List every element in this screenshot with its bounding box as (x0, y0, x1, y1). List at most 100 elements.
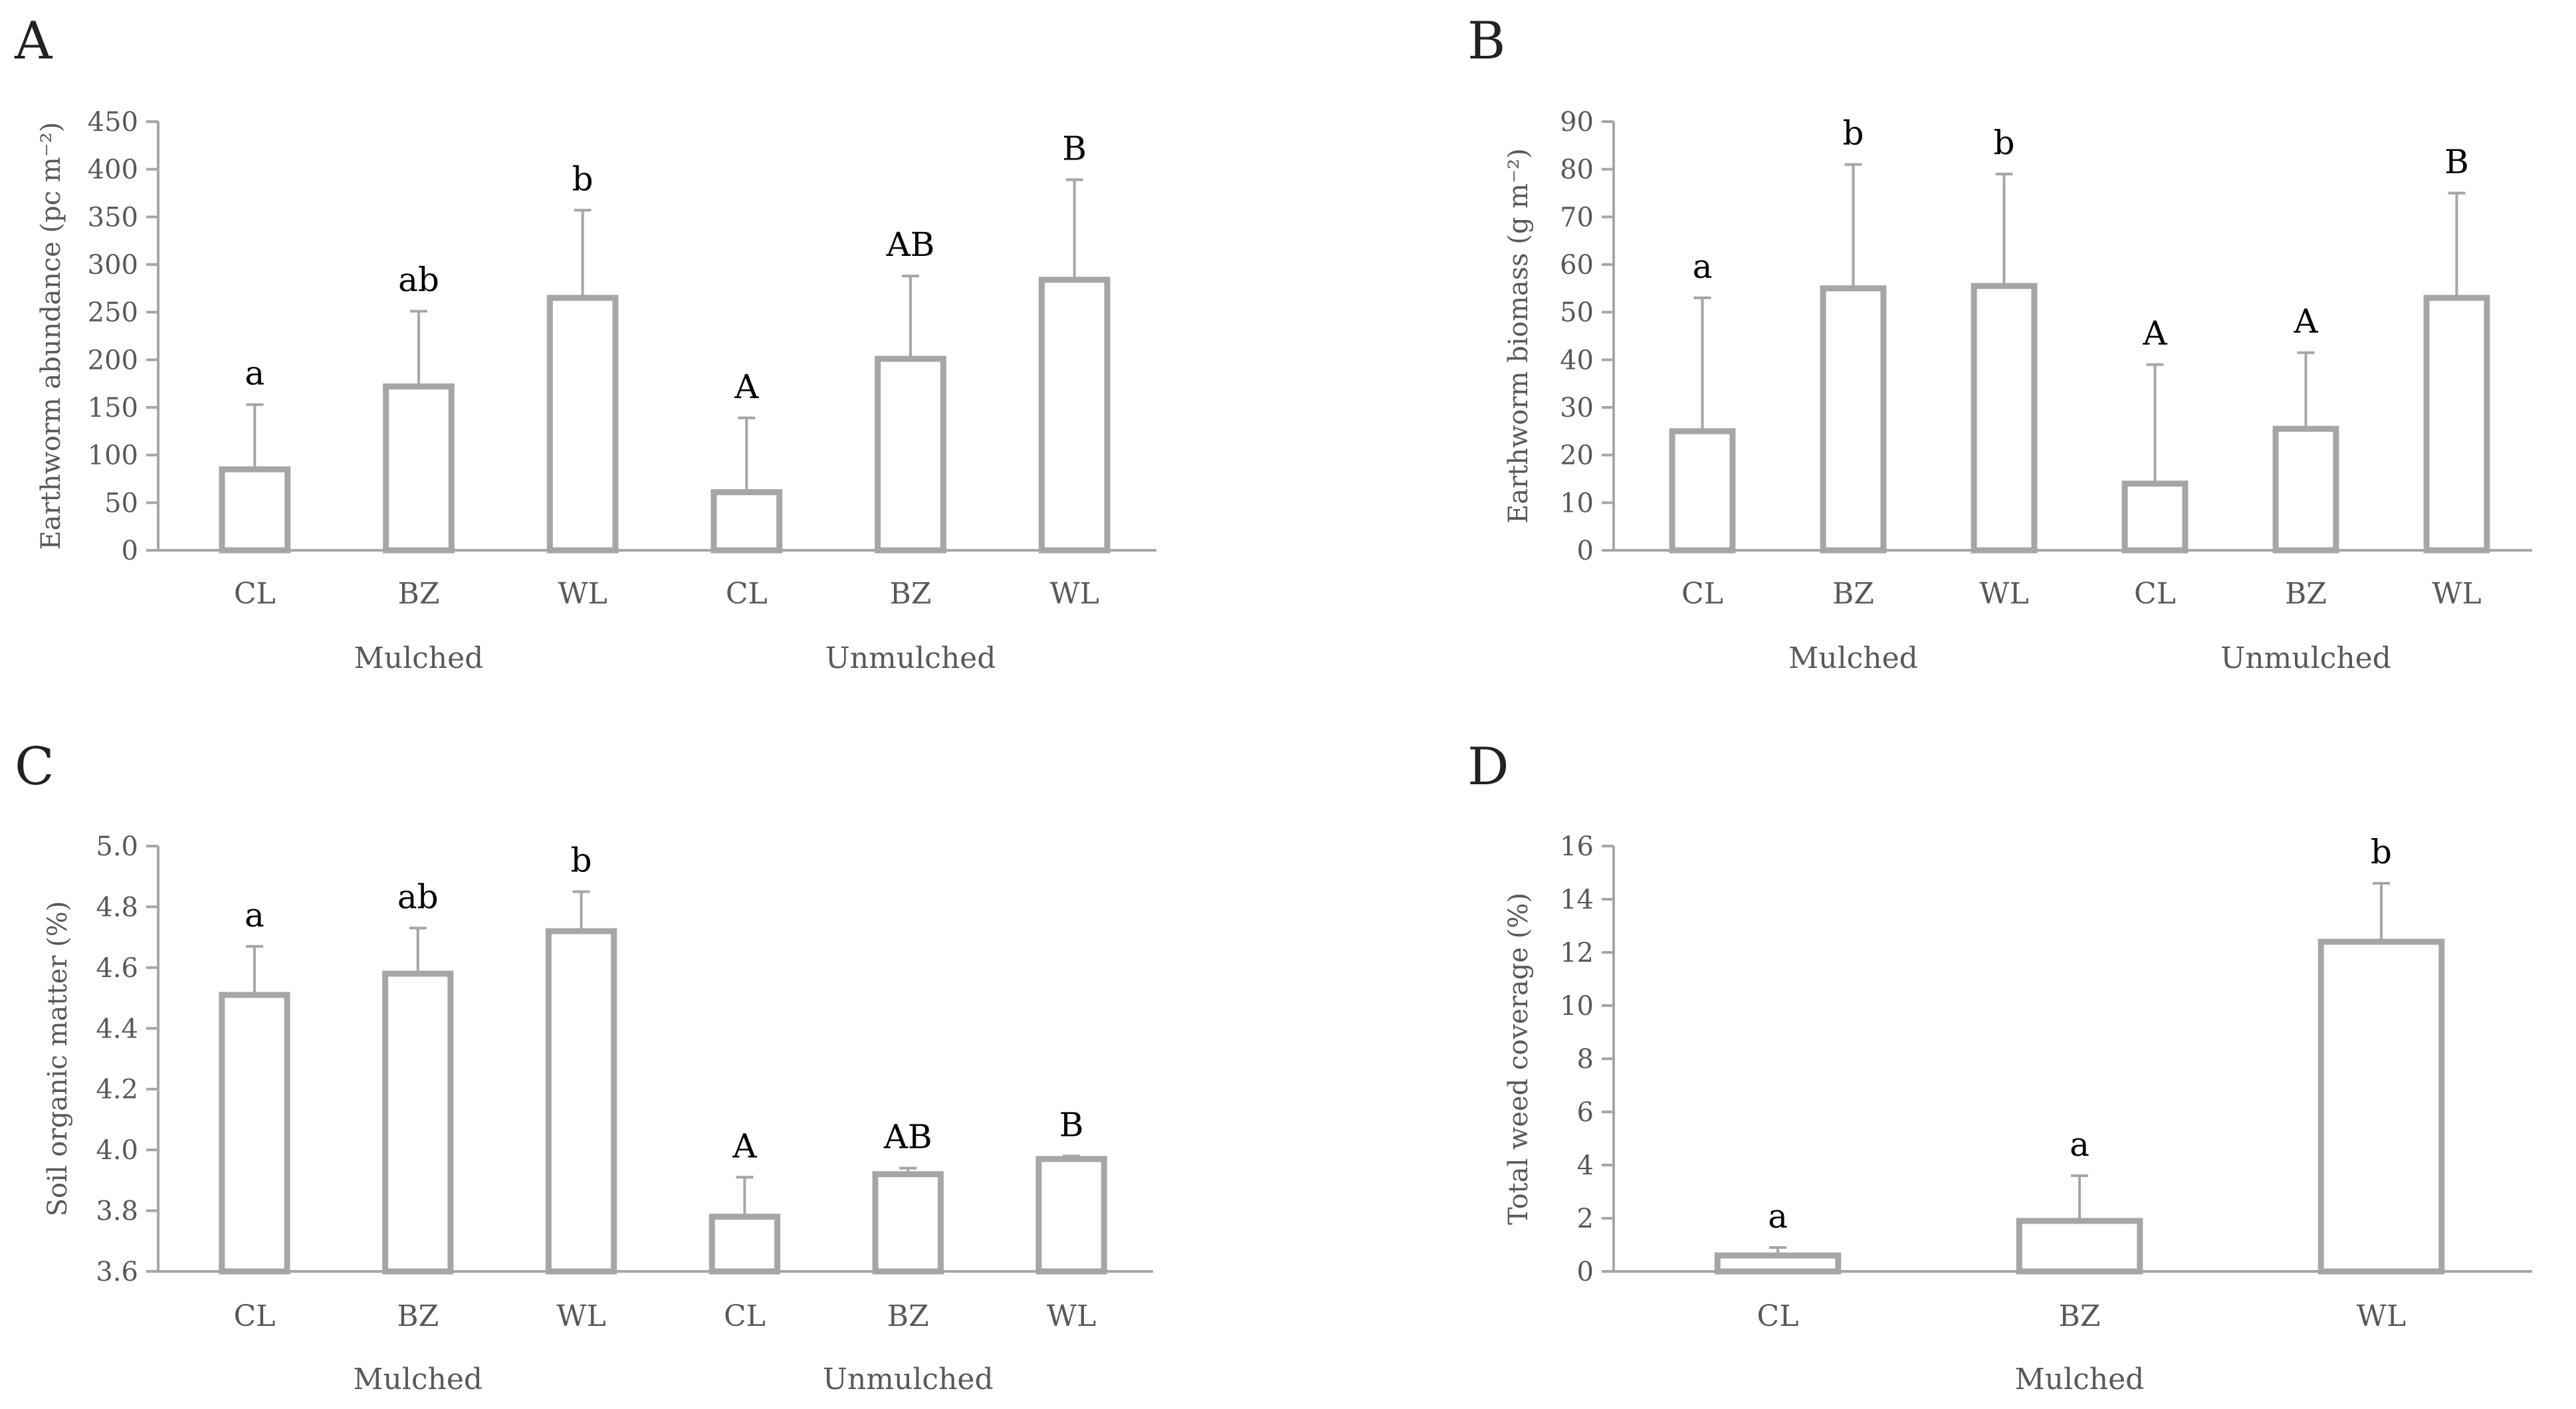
panel-b: B 0 10 20 30 40 50 60 70 80 90 Earthworm biomass (g… (1467, 11, 2532, 675)
y-tick-label: 250 (88, 298, 138, 328)
panel-letter: D (1467, 737, 1509, 797)
bar-bz (382, 970, 454, 1275)
y-axis-title: Earthworm biomass (g m⁻²) (1503, 148, 1534, 524)
x-tick-label: WL (2432, 577, 2481, 611)
x-tick-label: CL (1681, 577, 1723, 611)
bar-bz (1820, 285, 1887, 554)
significance-letter: b (572, 160, 593, 198)
y-tick-label: 10 (1560, 991, 1594, 1022)
y-tick-label: 50 (104, 488, 138, 518)
y-tick-label: 200 (88, 345, 138, 376)
x-tick-label: WL (1049, 577, 1099, 611)
x-tick-label: WL (2357, 1299, 2406, 1333)
x-tick-label: BZ (890, 577, 932, 611)
significance-letter: A (2142, 314, 2167, 353)
group-label: Mulched (1788, 641, 1918, 675)
y-axis-title: Earthworm abundance (pc m⁻²) (36, 122, 66, 550)
significance-letter: AB (886, 225, 935, 264)
x-tick-label: WL (556, 1299, 605, 1333)
x-tick-label: BZ (398, 577, 440, 611)
bar-bz (875, 356, 946, 554)
y-tick-label: 3.8 (96, 1196, 138, 1227)
y-tick-label: 14 (1560, 885, 1594, 915)
y-tick-label: 300 (88, 250, 138, 280)
x-tick-label: WL (1047, 1299, 1096, 1333)
y-tick-label: 16 (1560, 831, 1594, 862)
y-tick-label: 4.8 (96, 892, 138, 922)
significance-letter: ab (398, 261, 439, 299)
y-tick-label: 8 (1577, 1044, 1594, 1075)
bar-wl (2423, 294, 2490, 554)
y-axis-title: Total weed coverage (%) (1503, 893, 1534, 1225)
group-label: Mulched (2015, 1362, 2145, 1396)
significance-letter: a (1768, 1197, 1788, 1236)
significance-letter: b (2371, 833, 2392, 871)
group-label: Unmulched (2220, 641, 2391, 675)
significance-letter: B (2444, 143, 2469, 181)
panel-letter: A (14, 11, 53, 71)
significance-letter: B (1062, 129, 1087, 167)
y-axis-title: Soil organic matter (%) (43, 901, 73, 1217)
y-tick-label: 0 (1577, 536, 1594, 566)
x-tick-label: CL (2134, 577, 2176, 611)
y-tick-label: 60 (1560, 250, 1594, 280)
y-tick-label: 6 (1577, 1097, 1594, 1128)
significance-letter: ab (397, 877, 439, 916)
x-tick-label: BZ (1832, 577, 1874, 611)
x-tick-label: CL (233, 1299, 275, 1333)
y-tick-label: 2 (1577, 1204, 1594, 1234)
significance-letter: b (1993, 124, 2014, 162)
panel-a: A 0 50 100 150 200 250 300 350 400 450 Earthworm ab… (14, 11, 1156, 675)
bar-wl (545, 928, 617, 1275)
bar-cl (219, 992, 290, 1275)
bar-cl (2121, 481, 2189, 554)
significance-letter: a (1693, 247, 1713, 286)
panel-letter: B (1467, 11, 1505, 71)
y-tick-label: 70 (1560, 202, 1594, 233)
significance-letter: A (732, 1127, 757, 1165)
x-tick-label: CL (234, 577, 276, 611)
bar-wl (1038, 276, 1111, 554)
y-tick-label: 4.0 (96, 1135, 138, 1166)
y-tick-label: 4.6 (96, 953, 138, 984)
y-tick-label: 0 (122, 536, 138, 566)
y-tick-label: 4.4 (96, 1014, 138, 1044)
x-tick-label: BZ (397, 1299, 439, 1333)
y-tick-label: 12 (1560, 938, 1594, 968)
bar-cl (219, 466, 291, 554)
bar-bz (2272, 425, 2339, 554)
bar-bz (383, 383, 455, 554)
bar-wl (2317, 938, 2445, 1275)
bar-cl (710, 489, 783, 554)
y-tick-label: 100 (88, 441, 138, 471)
y-tick-label: 4 (1577, 1150, 1594, 1181)
y-tick-label: 3.6 (96, 1257, 138, 1287)
x-tick-label: WL (558, 577, 607, 611)
x-tick-label: BZ (2285, 577, 2327, 611)
x-tick-label: CL (726, 577, 768, 611)
y-tick-label: 150 (88, 393, 138, 423)
bar-bz (872, 1171, 944, 1275)
x-tick-label: BZ (887, 1299, 929, 1333)
significance-letter: B (1059, 1105, 1084, 1144)
x-tick-label: CL (724, 1299, 766, 1333)
significance-letter: a (245, 354, 265, 393)
y-tick-label: 50 (1560, 298, 1594, 328)
panel-c: C 3.6 3.8 4.0 4.2 4.4 4.6 4.8 5.0 Soil organic ma… (15, 737, 1153, 1396)
bar-wl (1971, 282, 2038, 554)
group-label: Mulched (354, 641, 484, 675)
group-label: Mulched (353, 1362, 483, 1396)
group-label: Unmulched (825, 641, 996, 675)
y-tick-label: 40 (1560, 345, 1594, 376)
significance-letter: b (1842, 114, 1864, 153)
x-tick-label: WL (1979, 577, 2028, 611)
x-tick-label: BZ (2059, 1299, 2101, 1333)
significance-letter: a (245, 896, 265, 934)
y-tick-label: 400 (88, 155, 138, 185)
y-tick-label: 20 (1560, 441, 1594, 471)
y-tick-label: 80 (1560, 155, 1594, 185)
bar-wl (1035, 1156, 1107, 1275)
y-tick-label: 4.2 (96, 1075, 138, 1105)
panel-d: D 0 2 4 6 8 10 12 14 16 Total weed coverage (%) a CL… (1467, 737, 2532, 1396)
